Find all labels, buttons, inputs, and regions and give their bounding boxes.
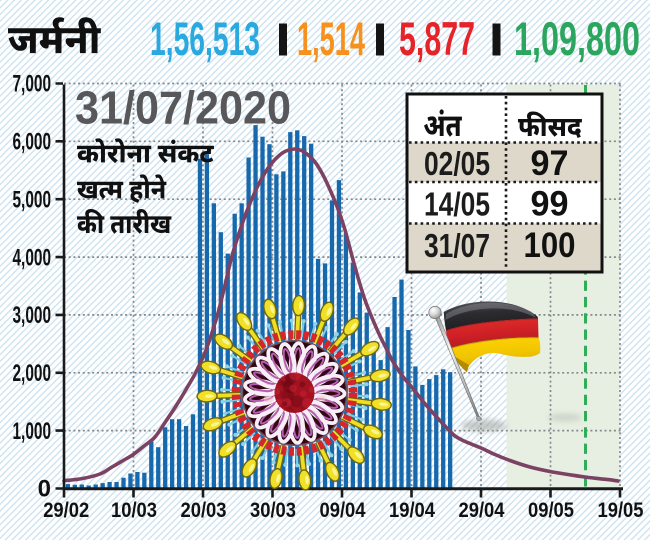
svg-text:4,000: 4,000 (13, 244, 52, 271)
svg-text:97: 97 (531, 144, 569, 183)
svg-text:19/04: 19/04 (389, 498, 435, 522)
svg-text:09/04: 09/04 (320, 498, 366, 522)
svg-text:1,09,800: 1,09,800 (514, 12, 640, 65)
svg-text:5,000: 5,000 (13, 186, 52, 213)
svg-text:5,877: 5,877 (399, 12, 475, 65)
svg-text:29/02: 29/02 (43, 498, 89, 522)
svg-text:7,000: 7,000 (13, 71, 52, 98)
svg-text:1,56,513: 1,56,513 (150, 12, 260, 65)
svg-text:100: 100 (524, 226, 576, 265)
svg-text:3,000: 3,000 (13, 302, 52, 329)
svg-text:29/04: 29/04 (459, 498, 505, 522)
svg-text:1,514: 1,514 (297, 12, 365, 65)
svg-text:10/03: 10/03 (111, 498, 157, 522)
svg-text:30/03: 30/03 (250, 498, 296, 522)
svg-text:1,000: 1,000 (13, 418, 52, 445)
svg-text:0: 0 (38, 476, 51, 503)
svg-text:02/05: 02/05 (424, 146, 490, 183)
svg-text:20/03: 20/03 (181, 498, 227, 522)
svg-text:31/07: 31/07 (424, 228, 490, 265)
svg-text:09/05: 09/05 (528, 498, 574, 522)
svg-text:14/05: 14/05 (424, 187, 490, 224)
svg-text:99: 99 (531, 185, 569, 224)
svg-text:31/07/2020: 31/07/2020 (75, 82, 291, 134)
svg-text:2,000: 2,000 (13, 360, 52, 387)
svg-text:19/05: 19/05 (598, 498, 644, 522)
svg-text:6,000: 6,000 (13, 129, 52, 156)
